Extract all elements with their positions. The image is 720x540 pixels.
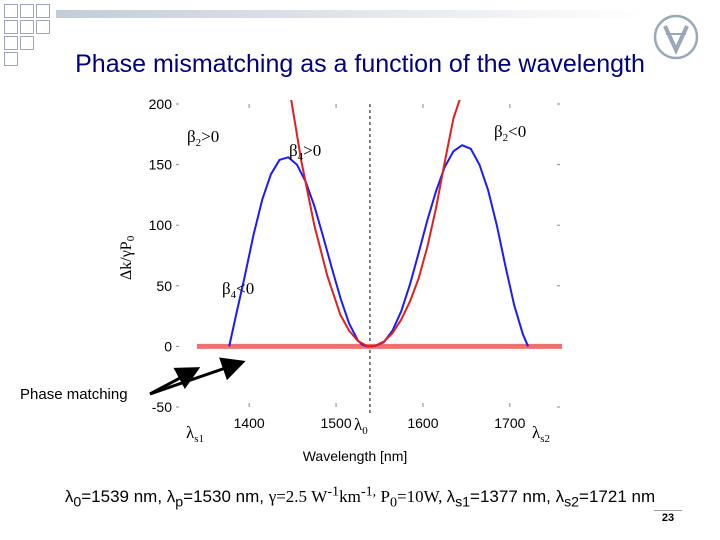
footer-lambda0: λ0=1539 nm, xyxy=(64,486,167,511)
footer-lambdap: λp=1530 nm, xyxy=(166,486,269,511)
decor-square xyxy=(20,4,34,18)
y-tick-label: 200 xyxy=(149,96,173,112)
decor-square xyxy=(4,4,18,18)
annotation-lambda-s1: λs1 xyxy=(186,423,204,445)
decor-square xyxy=(4,52,18,66)
page-title: Phase mismatching as a function of the w… xyxy=(75,50,645,78)
series-line-red xyxy=(290,100,461,348)
x-tick-label: 1400 xyxy=(234,415,265,431)
y-tick-label: -50 xyxy=(152,399,172,415)
x-tick-label: 1600 xyxy=(407,415,438,431)
annotation-beta2-positive: β2>0 xyxy=(187,127,219,149)
x-tick-label: 1500 xyxy=(320,415,351,431)
annotation-lambda-0: λ0 xyxy=(354,415,368,437)
page-number: 23 xyxy=(654,510,682,524)
x-axis-label: Wavelength [nm] xyxy=(303,448,408,464)
decor-square xyxy=(36,4,50,18)
y-tick-label: 150 xyxy=(149,157,173,173)
decor-square xyxy=(36,20,50,34)
parameters-footer: λ0=1539 nm, λp=1530 nm, γ=2.5 W-1km-1, P… xyxy=(0,483,720,511)
annotation-beta2-negative: β2<0 xyxy=(494,122,526,144)
y-axis-label: Δk/γP0 xyxy=(118,235,137,280)
technion-logo-icon xyxy=(653,14,699,60)
annotation-lambda-s2: λs2 xyxy=(532,423,550,445)
annotation-phase-matching: Phase matching xyxy=(20,386,128,403)
footer-gamma: γ=2.5 W-1km-1, P0=10W, xyxy=(268,483,447,511)
annotation-beta4-negative: β4<0 xyxy=(222,279,254,301)
decor-square xyxy=(4,20,18,34)
series-line-blue xyxy=(228,144,530,348)
phase-matching-arrow xyxy=(149,357,246,396)
footer-lambda-s1: λs1=1377 nm, xyxy=(446,486,556,511)
x-tick-label: 1700 xyxy=(494,415,525,431)
annotation-beta4-positive: β4>0 xyxy=(289,141,321,163)
decor-gradient-bar xyxy=(56,10,644,18)
decor-square xyxy=(4,36,18,50)
footer-lambda-s2: λs2=1721 nm xyxy=(555,486,656,511)
decor-square xyxy=(20,36,34,50)
decor-square xyxy=(20,20,34,34)
y-tick-label: 50 xyxy=(156,278,172,294)
y-tick-label: 0 xyxy=(164,338,172,354)
y-tick-label: 100 xyxy=(149,217,173,233)
